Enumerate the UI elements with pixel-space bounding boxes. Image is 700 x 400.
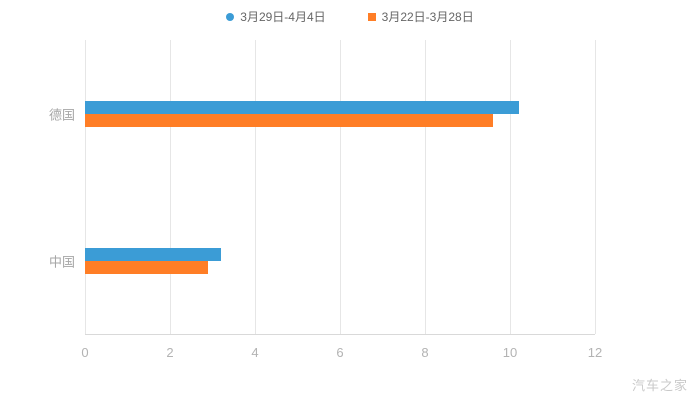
y-category-label: 德国 [48, 107, 75, 123]
gridline [340, 40, 341, 334]
x-tick-label: 4 [251, 345, 259, 360]
gridline [425, 40, 426, 334]
x-tick-label: 2 [166, 345, 174, 360]
gridline [510, 40, 511, 334]
x-tick-label: 10 [502, 345, 518, 360]
gridline [255, 40, 256, 334]
legend-item-series-1[interactable]: 3月22日-3月28日 [367, 8, 474, 25]
y-category-label: 中国 [48, 254, 75, 270]
x-tick-label: 12 [587, 345, 603, 360]
bar-德国-series-1[interactable] [85, 113, 493, 127]
legend-label: 3月22日-3月28日 [381, 10, 474, 24]
gridline [595, 40, 596, 334]
gridline [85, 40, 86, 334]
plot-area: 0 2 4 6 8 10 12 德国中国 [49, 40, 602, 360]
bar-德国-series-0[interactable] [85, 100, 519, 114]
legend-item-series-0[interactable]: 3月29日-4月4日 [226, 8, 326, 25]
x-tick-label: 6 [336, 345, 344, 360]
watermark: 汽车之家 [631, 378, 688, 393]
chart-legend: 3月29日-4月4日 3月22日-3月28日 [0, 8, 700, 25]
x-tick-label: 8 [421, 345, 429, 360]
x-tick-label: 0 [81, 345, 89, 360]
legend-square-icon [367, 12, 376, 21]
legend-label: 3月29日-4月4日 [240, 10, 326, 24]
bar-中国-series-1[interactable] [85, 261, 209, 275]
gridline [170, 40, 171, 334]
bar-中国-series-0[interactable] [85, 248, 221, 262]
legend-circle-icon [226, 12, 235, 21]
